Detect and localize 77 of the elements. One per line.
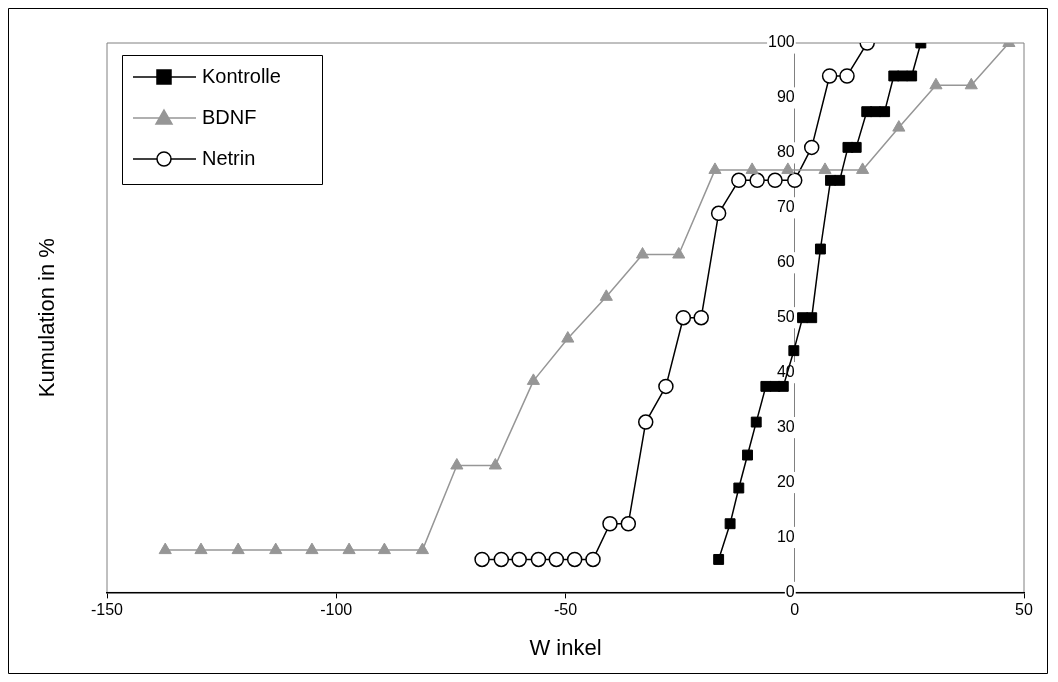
point xyxy=(781,162,795,174)
point xyxy=(806,312,818,324)
x-tick-label: -150 xyxy=(90,601,124,619)
point xyxy=(158,542,172,555)
point xyxy=(493,551,510,568)
point xyxy=(672,247,686,259)
point xyxy=(713,553,725,565)
point xyxy=(585,551,601,568)
x-tick-label: 50 xyxy=(1015,601,1033,619)
point xyxy=(929,77,943,90)
point xyxy=(450,457,464,470)
legend-label: Kontrolle xyxy=(202,64,281,87)
y-tick-label: 30 xyxy=(776,417,795,435)
point xyxy=(818,162,832,174)
point xyxy=(530,551,547,568)
y-axis-title: Kumulation in % xyxy=(34,238,60,398)
point xyxy=(561,331,575,343)
point xyxy=(839,68,855,84)
point xyxy=(548,551,565,568)
point xyxy=(731,172,747,189)
point xyxy=(803,139,820,156)
point xyxy=(602,515,618,532)
point xyxy=(637,414,654,430)
x-axis-title: W inkel xyxy=(529,634,602,660)
point xyxy=(194,542,208,555)
point xyxy=(710,205,727,222)
point xyxy=(850,141,862,153)
point xyxy=(742,449,753,461)
point xyxy=(750,416,762,428)
point xyxy=(814,243,826,255)
point xyxy=(724,518,736,530)
point xyxy=(708,162,722,174)
point xyxy=(906,70,918,82)
y-tick-label: 50 xyxy=(776,308,795,326)
point xyxy=(788,345,800,357)
x-tick-label: -100 xyxy=(320,601,353,619)
point xyxy=(474,551,490,568)
y-tick-label: 60 xyxy=(776,253,795,271)
point xyxy=(231,542,245,555)
point xyxy=(897,70,908,82)
point xyxy=(749,172,765,189)
point xyxy=(787,172,803,189)
y-tick-label: 10 xyxy=(776,527,795,545)
point xyxy=(635,247,650,259)
x-tick-label: -50 xyxy=(553,601,578,619)
point xyxy=(566,551,583,568)
point xyxy=(620,515,637,532)
point xyxy=(821,68,838,84)
y-tick-label: 70 xyxy=(776,198,795,216)
legend-label: Netrin xyxy=(202,146,256,169)
point xyxy=(675,309,692,326)
y-tick-label: 80 xyxy=(776,143,795,161)
point xyxy=(488,457,502,470)
point xyxy=(733,482,745,494)
point xyxy=(879,106,891,118)
point xyxy=(693,309,709,326)
point xyxy=(834,174,846,186)
y-tick-label: 100 xyxy=(768,33,795,51)
point xyxy=(342,542,356,555)
point xyxy=(767,172,783,189)
point xyxy=(526,373,540,385)
point xyxy=(745,162,759,174)
point xyxy=(269,542,283,555)
point xyxy=(892,120,906,132)
point xyxy=(964,77,978,90)
point xyxy=(377,542,391,555)
legend-label: BDNF xyxy=(202,105,257,128)
point xyxy=(599,289,613,301)
point xyxy=(415,542,430,555)
point xyxy=(777,380,789,392)
point xyxy=(658,378,674,395)
y-tick-label: 0 xyxy=(785,582,795,600)
point xyxy=(511,551,527,568)
point xyxy=(305,542,319,555)
y-tick-label: 90 xyxy=(776,88,795,106)
y-tick-label: 20 xyxy=(776,472,795,490)
point xyxy=(856,162,870,174)
